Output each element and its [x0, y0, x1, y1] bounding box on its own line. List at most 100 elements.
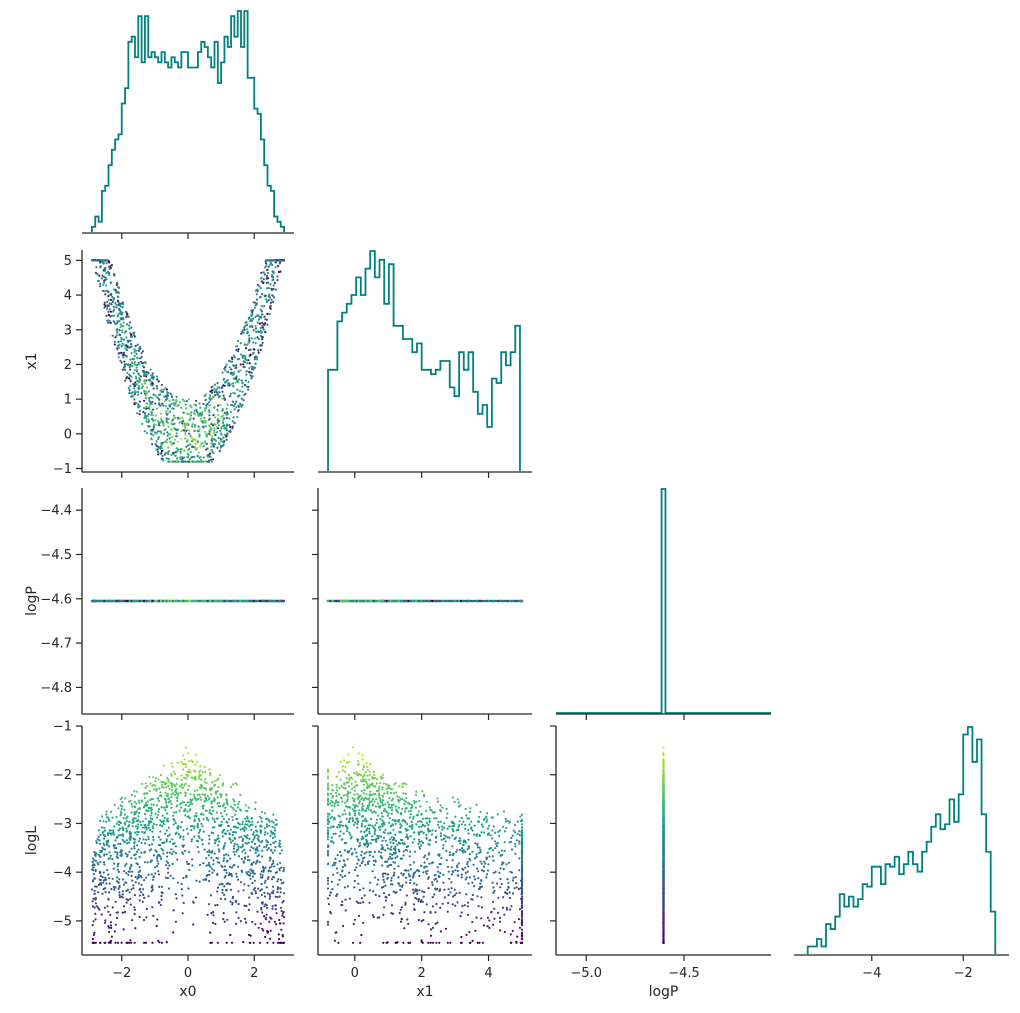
scatter-point [385, 599, 388, 603]
scatter-point [166, 431, 169, 434]
scatter-point [122, 351, 126, 354]
scatter-point [167, 871, 170, 874]
scatter-point [107, 295, 110, 298]
scatter-point [230, 368, 233, 371]
scatter-point [204, 599, 207, 603]
scatter-point [253, 358, 256, 361]
scatter-point [238, 402, 242, 405]
scatter-point [110, 264, 113, 267]
scatter-point [239, 363, 242, 366]
scatter-point [231, 425, 234, 428]
scatter-point [210, 449, 213, 452]
scatter-point [109, 282, 112, 285]
scatter-point [209, 395, 212, 398]
scatter-point [108, 266, 111, 269]
scatter-point [276, 863, 279, 866]
scatter-point [254, 923, 257, 926]
y-axis-label: x1 [24, 352, 40, 369]
scatter-point [235, 349, 238, 352]
scatter-point [140, 352, 143, 355]
scatter-point [155, 407, 158, 410]
scatter-point [449, 599, 452, 603]
scatter-point [189, 434, 192, 437]
scatter-point [122, 356, 125, 359]
scatter-point [152, 393, 155, 396]
scatter-point [191, 423, 194, 426]
scatter-point [116, 347, 119, 350]
scatter-point [216, 386, 219, 389]
scatter-point [190, 443, 193, 447]
panel-2-2 [556, 488, 771, 720]
scatter-point [189, 417, 192, 420]
scatter-point [260, 316, 263, 319]
scatter-point [161, 441, 164, 444]
scatter-point [172, 398, 175, 401]
scatter-point [251, 881, 254, 885]
scatter-point [137, 387, 140, 390]
scatter-point [377, 599, 380, 603]
scatter-point [211, 424, 215, 427]
scatter-point [223, 424, 226, 427]
scatter-point [270, 298, 273, 301]
scatter-point [242, 399, 245, 402]
scatter-point [200, 417, 203, 420]
scatter-point [151, 372, 154, 375]
scatter-point [114, 323, 117, 326]
scatter-point [109, 298, 113, 301]
scatter-point [170, 443, 173, 446]
scatter-point [221, 390, 224, 393]
scatter-point [193, 409, 196, 412]
scatter-point [212, 395, 215, 398]
scatter-point [178, 421, 181, 424]
scatter-point [261, 313, 264, 316]
scatter-point [164, 440, 167, 443]
scatter-point [405, 599, 408, 603]
scatter-point [119, 325, 122, 329]
scatter-point [195, 599, 198, 603]
scatter-point [213, 427, 216, 430]
scatter-point [229, 371, 232, 375]
scatter-point [184, 423, 188, 426]
scatter-point [210, 391, 214, 394]
scatter-point [143, 896, 146, 900]
scatter-point [179, 826, 182, 829]
scatter-point [274, 288, 277, 291]
scatter-point [166, 812, 169, 815]
scatter-point [151, 417, 154, 420]
scatter-point [155, 440, 158, 443]
scatter-point [183, 456, 186, 459]
scatter-point [267, 287, 270, 290]
scatter-point [138, 409, 141, 412]
scatter-point [248, 339, 251, 342]
scatter-point [443, 599, 446, 603]
scatter-point [110, 314, 113, 317]
scatter-point [130, 333, 133, 336]
scatter-point [157, 398, 161, 401]
scatter-point [231, 391, 234, 394]
scatter-point [162, 423, 165, 426]
scatter-point [199, 455, 202, 459]
scatter-point [156, 448, 159, 451]
scatter-point [117, 599, 120, 603]
scatter-point [152, 414, 155, 417]
scatter-point [107, 313, 111, 316]
histogram-x1 [327, 250, 521, 471]
scatter-point [229, 392, 232, 395]
scatter-point [152, 426, 156, 429]
scatter-point [234, 402, 237, 406]
scatter-point [251, 352, 255, 355]
scatter-point [103, 599, 106, 603]
scatter-point [211, 437, 214, 440]
scatter-point [457, 599, 460, 603]
scatter-point [112, 308, 116, 311]
scatter-point [212, 452, 215, 455]
scatter-point [239, 369, 242, 372]
scatter-point [127, 363, 130, 366]
scatter-point [91, 599, 94, 603]
scatter-point [108, 308, 111, 311]
scatter-point [508, 599, 511, 603]
scatter-point [231, 400, 234, 403]
scatter-point [183, 400, 186, 403]
scatter-point [173, 404, 176, 407]
scatter-point [248, 334, 251, 337]
